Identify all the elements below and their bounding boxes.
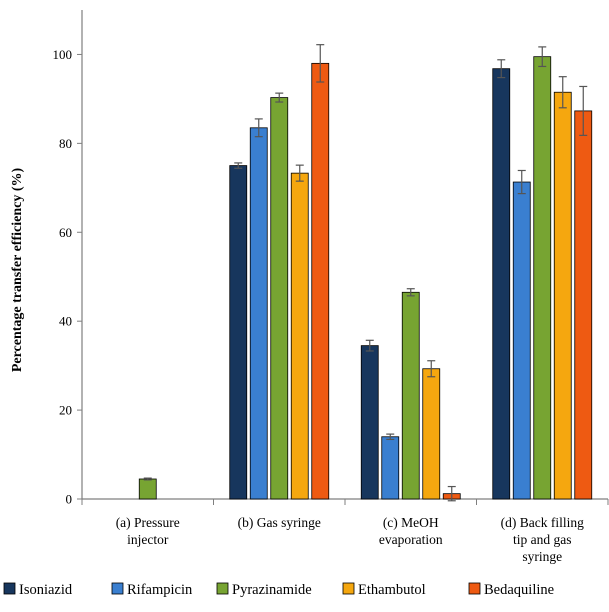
legend-label: Pyrazinamide — [232, 582, 312, 598]
bar — [422, 368, 441, 500]
legend-swatch — [468, 582, 481, 595]
legend-swatch — [3, 582, 16, 595]
legend-swatch — [111, 582, 124, 595]
bar — [492, 68, 511, 500]
y-tick-label: 20 — [59, 403, 72, 418]
plot-area: 0 20 40 60 80 100 (a) Pressure injector (b) Gas … — [53, 10, 609, 564]
x-category-label: (a) Pressure injector — [116, 515, 180, 547]
legend-label: Ethambutol — [358, 582, 426, 598]
bar — [401, 291, 420, 500]
bar — [290, 172, 309, 500]
y-tick-label: 0 — [66, 492, 73, 507]
y-tick-label: 100 — [53, 47, 73, 62]
legend-label: Rifampicin — [127, 582, 193, 598]
bar — [553, 91, 572, 500]
bar — [270, 97, 289, 500]
bar — [574, 110, 593, 500]
y-tick-label: 80 — [59, 136, 72, 151]
legend-label: Bedaquiline — [484, 582, 554, 598]
x-category-label: (c) MeOH evaporation — [379, 515, 443, 547]
bar — [249, 127, 268, 500]
bar — [512, 181, 531, 500]
x-category-label: (b) Gas syringe — [238, 515, 321, 530]
bar — [533, 56, 552, 500]
bar — [229, 165, 248, 500]
legend-label: Isoniazid — [19, 582, 73, 598]
bar — [311, 62, 330, 500]
x-category-label: (d) Back filling tip and gas syringe — [501, 515, 584, 564]
bar — [381, 436, 400, 500]
legend-swatch — [342, 582, 355, 595]
y-axis-title: Percentage transfer efficiency (%) — [10, 168, 25, 373]
y-tick-label: 60 — [59, 225, 72, 240]
y-tick-label: 40 — [59, 314, 72, 329]
legend-swatch — [216, 582, 229, 595]
bar — [360, 345, 379, 500]
bar — [138, 478, 157, 500]
legend: Isoniazid Rifampicin Pyrazinamide Ethambuto… — [3, 582, 554, 598]
